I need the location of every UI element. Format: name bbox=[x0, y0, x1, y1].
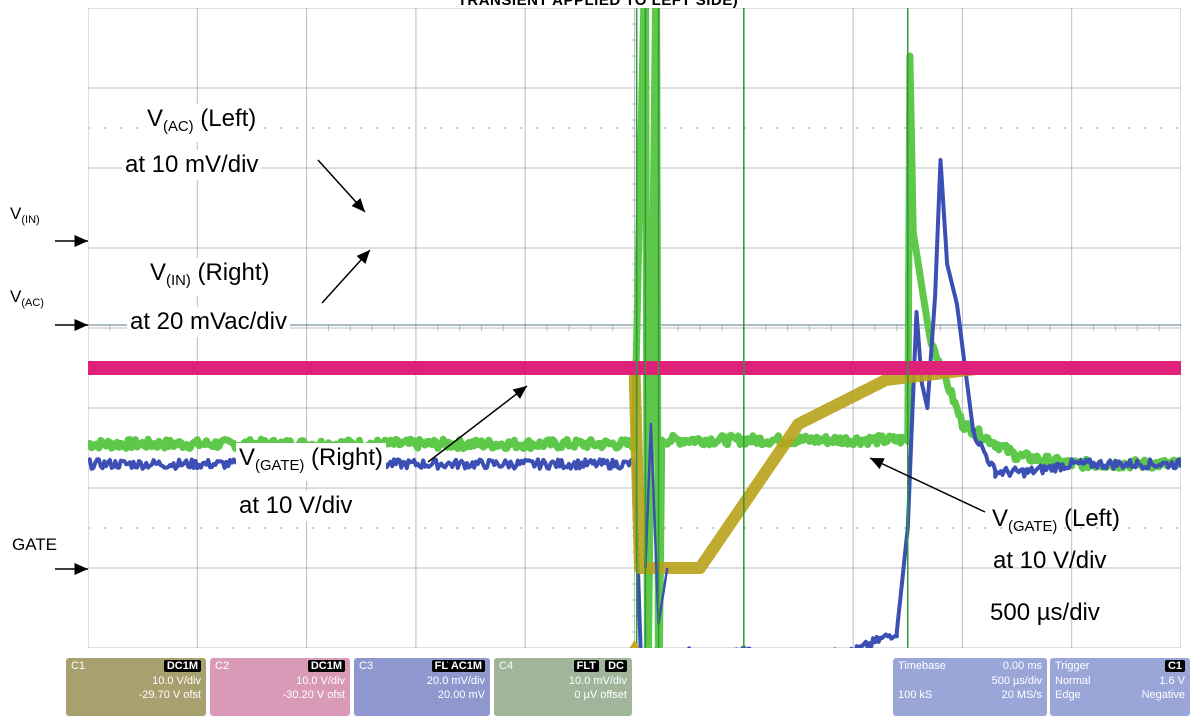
coupling-badge: DC1M bbox=[163, 660, 201, 672]
channel-name: C1 bbox=[71, 660, 86, 672]
channel-name: C4 bbox=[499, 660, 514, 672]
channel-scale: 10.0 V/div bbox=[152, 675, 201, 687]
trigger-slope: Negative bbox=[1141, 689, 1185, 701]
trigger-panel[interactable]: Trigger C1 Normal 1.6 V Edge Negative bbox=[1050, 658, 1190, 716]
vgate-left-label: V(GATE) (Left) bbox=[992, 505, 1121, 536]
coupling-badge: DC bbox=[605, 660, 627, 672]
channel-panel-c1[interactable]: C1 DC1M 10.0 V/div -29.70 V ofst bbox=[66, 658, 206, 716]
channel-panel-c3[interactable]: C3 FLT AC1M 20.0 mV/div 20.00 mV bbox=[354, 658, 490, 716]
coupling-badge: DC1M bbox=[307, 660, 345, 672]
vgate-right-label: V(GATE) (Right) bbox=[236, 443, 387, 482]
trigger-marker bbox=[629, 640, 640, 648]
timebase-delay: 0.00 ms bbox=[1002, 660, 1042, 672]
timebase-title: Timebase bbox=[898, 660, 946, 672]
channel-offset: -30.20 V ofst bbox=[282, 689, 345, 701]
trace-v-ac-left- bbox=[88, 8, 1181, 648]
vin-right-label: V(IN) (Right) bbox=[147, 258, 273, 297]
channel-name: C3 bbox=[359, 660, 374, 672]
filter-badge: FLT bbox=[573, 660, 599, 672]
vin-side-label: V(IN) bbox=[10, 204, 40, 226]
channel-scale: 10.0 V/div bbox=[296, 675, 345, 687]
vgate-right-scale: at 10 V/div bbox=[236, 491, 356, 521]
timebase-panel[interactable]: Timebase 0.00 ms 500 µs/div 100 kS 20 MS/s bbox=[893, 658, 1047, 716]
vin-right-scale: at 20 mVac/div bbox=[127, 307, 290, 337]
timebase-per-div: 500 µs/div bbox=[991, 675, 1042, 687]
channel-offset: 20.00 mV bbox=[437, 689, 485, 701]
channel-scale: 20.0 mV/div bbox=[426, 675, 485, 687]
trigger-type: Edge bbox=[1055, 689, 1081, 701]
timebase-label: 500 µs/div bbox=[990, 599, 1100, 626]
timebase-rate: 20 MS/s bbox=[1001, 689, 1042, 701]
channel-offset: 0 µV offset bbox=[574, 689, 627, 701]
trace-c1-pulse bbox=[644, 422, 669, 626]
trigger-title: Trigger bbox=[1055, 660, 1090, 672]
trigger-source-badge: C1 bbox=[1164, 660, 1185, 672]
timebase-samples: 100 kS bbox=[898, 689, 933, 701]
channel-panel-c4[interactable]: C4 FLT DC 10.0 mV/div 0 µV offset bbox=[494, 658, 632, 716]
vac-left-label: V(AC) (Left) bbox=[144, 104, 260, 143]
vac-left-scale: at 10 mV/div bbox=[122, 150, 262, 180]
vac-side-label: V(AC) bbox=[10, 287, 44, 309]
coupling-badge: AC1M bbox=[447, 660, 485, 672]
trigger-level: 1.6 V bbox=[1159, 675, 1185, 687]
chart-title: TRANSIENT APPLIED TO LEFT SIDE) bbox=[457, 0, 739, 9]
trigger-mode: Normal bbox=[1055, 675, 1091, 687]
channel-name: C2 bbox=[215, 660, 230, 672]
channel-panel-c2[interactable]: C2 DC1M 10.0 V/div -30.20 V ofst bbox=[210, 658, 350, 716]
channel-scale: 10.0 mV/div bbox=[568, 675, 627, 687]
gate-side-label: GATE bbox=[12, 535, 58, 554]
channel-offset: -29.70 V ofst bbox=[138, 689, 201, 701]
vgate-left-scale: at 10 V/div bbox=[993, 547, 1107, 574]
